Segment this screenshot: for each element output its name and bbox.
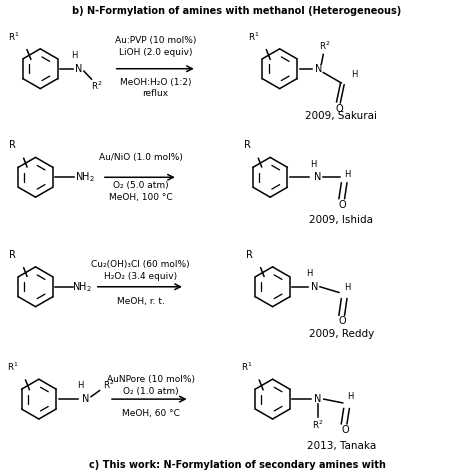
Text: MeOH:H₂O (1:2): MeOH:H₂O (1:2): [120, 78, 191, 86]
Text: H: H: [77, 382, 84, 390]
Text: NH$_2$: NH$_2$: [72, 280, 92, 294]
Text: N: N: [314, 394, 322, 404]
Text: R: R: [9, 140, 16, 150]
Text: N: N: [82, 394, 89, 404]
Text: LiOH (2.0 equiv): LiOH (2.0 equiv): [118, 48, 192, 56]
Text: R: R: [9, 249, 16, 260]
Text: H: H: [344, 283, 351, 292]
Text: H₂O₂ (3.4 equiv): H₂O₂ (3.4 equiv): [104, 272, 177, 281]
Text: R$^2$: R$^2$: [91, 79, 103, 91]
Text: MeOH, r. t.: MeOH, r. t.: [117, 298, 165, 306]
Text: N: N: [75, 64, 83, 74]
Text: 2013, Tanaka: 2013, Tanaka: [307, 440, 376, 451]
Text: R$^1$: R$^1$: [7, 361, 18, 373]
Text: N: N: [314, 172, 321, 182]
Text: N: N: [315, 64, 322, 74]
Text: R: R: [244, 140, 251, 150]
Text: MeOH, 60 °C: MeOH, 60 °C: [122, 409, 180, 418]
Text: b) N-Formylation of amines with methanol (Heterogeneous): b) N-Formylation of amines with methanol…: [73, 6, 401, 16]
Text: Au:PVP (10 mol%): Au:PVP (10 mol%): [115, 36, 196, 45]
Text: H: H: [347, 392, 354, 401]
Text: R$^2$: R$^2$: [319, 40, 330, 52]
Text: R$^1$: R$^1$: [248, 30, 259, 43]
Text: H: H: [344, 171, 350, 179]
Text: MeOH, 100 °C: MeOH, 100 °C: [109, 193, 173, 201]
Text: 2009, Sakurai: 2009, Sakurai: [305, 111, 377, 121]
Text: O: O: [335, 103, 343, 114]
Text: c) This work: N-Formylation of secondary amines with: c) This work: N-Formylation of secondary…: [89, 460, 385, 470]
Text: O: O: [339, 316, 346, 327]
Text: O: O: [341, 425, 349, 435]
Text: R$^1$: R$^1$: [241, 361, 252, 373]
Text: Au/NiO (1.0 mol%): Au/NiO (1.0 mol%): [99, 153, 182, 162]
Text: NH$_2$: NH$_2$: [75, 170, 95, 184]
Text: Cu₂(OH)₃Cl (60 mol%): Cu₂(OH)₃Cl (60 mol%): [91, 260, 190, 268]
Text: H: H: [306, 269, 313, 278]
Text: H: H: [351, 70, 358, 79]
Text: 2009, Ishida: 2009, Ishida: [309, 215, 374, 225]
Text: R$^2$: R$^2$: [312, 419, 323, 431]
Text: reflux: reflux: [142, 90, 169, 98]
Text: 2009, Reddy: 2009, Reddy: [309, 329, 374, 339]
Text: O₂ (5.0 atm): O₂ (5.0 atm): [113, 182, 169, 190]
Text: H: H: [71, 51, 78, 60]
Text: N: N: [310, 282, 318, 292]
Text: H: H: [310, 160, 316, 168]
Text: AuNPore (10 mol%): AuNPore (10 mol%): [107, 375, 195, 383]
Text: R$^1$: R$^1$: [9, 30, 20, 43]
Text: R: R: [246, 249, 253, 260]
Text: R$^2$: R$^2$: [103, 379, 115, 391]
Text: O: O: [339, 200, 346, 210]
Text: O₂ (1.0 atm): O₂ (1.0 atm): [123, 388, 179, 396]
